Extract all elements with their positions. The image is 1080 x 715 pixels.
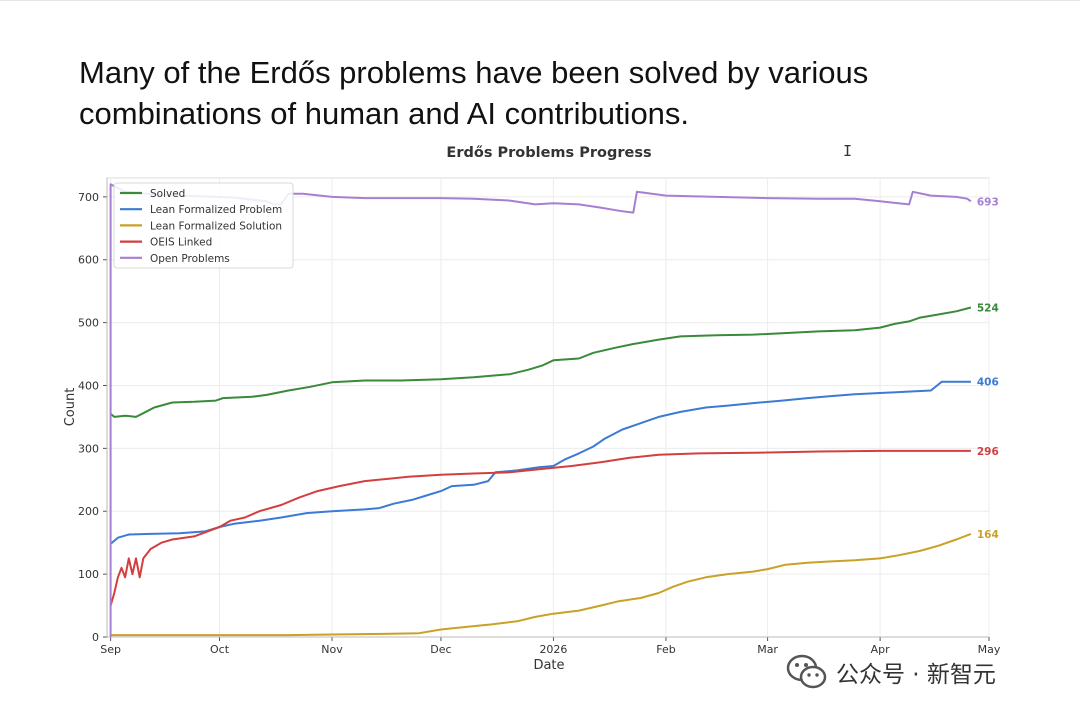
end-value-label: 296	[977, 446, 999, 458]
x-tick-label: May	[978, 643, 1001, 656]
x-tick-label: Apr	[871, 643, 891, 656]
series-line-oeis-linked	[109, 449, 971, 606]
end-value-label: 406	[977, 377, 999, 389]
series-line-solved	[109, 306, 972, 418]
x-tick-label: Nov	[321, 643, 343, 656]
slide-headline: Many of the Erdős problems have been sol…	[79, 52, 979, 134]
x-tick-label: 2026	[539, 643, 567, 656]
legend-entry: Lean Formalized Solution	[150, 220, 282, 232]
y-tick-label: 600	[78, 254, 99, 267]
x-tick-label: Sep	[100, 643, 121, 656]
x-tick-label: Dec	[430, 643, 451, 656]
x-tick-label: Feb	[656, 643, 675, 656]
legend-entry: Lean Formalized Problem	[150, 204, 282, 216]
x-axis-label: Date	[533, 658, 564, 673]
top-divider	[0, 0, 1080, 1]
legend-entry: Open Problems	[150, 253, 230, 265]
end-value-label: 693	[977, 196, 999, 208]
y-tick-label: 400	[78, 379, 99, 392]
headline-line-1: Many of the Erdős problems have been sol…	[79, 55, 869, 90]
legend-box	[113, 182, 294, 269]
y-tick-label: 500	[78, 317, 99, 330]
legend-entry: OEIS Linked	[150, 237, 212, 249]
watermark-text: 公众号 · 新智元	[836, 662, 996, 688]
y-axis-label: Count	[63, 388, 78, 427]
wechat-icon	[786, 654, 827, 689]
y-tick-label: 0	[92, 631, 99, 644]
end-value-label: 524	[977, 303, 999, 315]
chart-legend: Solved Lean Formalized Problem Lean Formal…	[113, 182, 294, 269]
y-tick-label: 700	[78, 191, 99, 204]
series-line-lean-formalized-solution	[110, 532, 972, 637]
text-cursor-icon: I	[843, 142, 853, 160]
headline-line-2: combinations of human and AI contributio…	[79, 96, 690, 131]
y-tick-label: 100	[78, 568, 99, 581]
y-tick-label: 200	[78, 505, 99, 518]
plot-area: 0 100 200 300 400 500 600 700 Sep Oct Nov Dec 2026 Fe…	[78, 177, 1001, 656]
end-value-label: 164	[977, 529, 999, 541]
legend-entry: Solved	[150, 188, 185, 200]
watermark: 公众号 · 新智元	[786, 650, 996, 694]
series-line-lean-formalized-problem	[109, 380, 971, 545]
x-tick-label: Mar	[757, 643, 778, 656]
x-tick-label: Oct	[210, 643, 230, 656]
chart-title: Erdős Problems Progress	[446, 145, 651, 161]
y-tick-label: 300	[78, 442, 99, 455]
